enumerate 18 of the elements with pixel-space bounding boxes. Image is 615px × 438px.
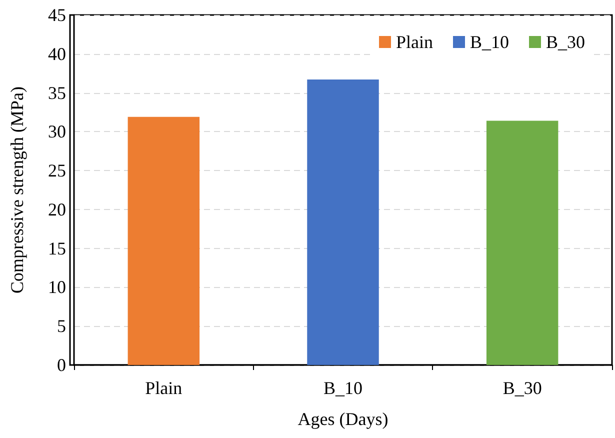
- x-tick-label: B_30: [502, 378, 542, 398]
- y-tick-label: 35: [48, 82, 66, 103]
- y-tick-label: 15: [48, 238, 66, 258]
- legend-label: Plain: [396, 32, 433, 52]
- legend-label: B_30: [546, 32, 586, 52]
- y-tick-label: 40: [48, 44, 66, 64]
- x-tick-label: Plain: [145, 378, 182, 398]
- y-tick-label: 0: [57, 355, 66, 375]
- x-axis-title: Ages (Days): [298, 409, 388, 429]
- y-tick-label: 20: [48, 199, 66, 220]
- y-tick-label: 30: [48, 122, 66, 142]
- y-tick-label: 45: [48, 5, 66, 25]
- y-tick-label: 10: [48, 277, 66, 298]
- legend-label: B_10: [470, 32, 510, 52]
- y-tick-label: 5: [57, 316, 66, 336]
- x-tick-label: B_10: [323, 378, 363, 398]
- y-tick-label: 25: [48, 160, 66, 181]
- y-axis-title: Compressive strength (MPa): [7, 86, 27, 294]
